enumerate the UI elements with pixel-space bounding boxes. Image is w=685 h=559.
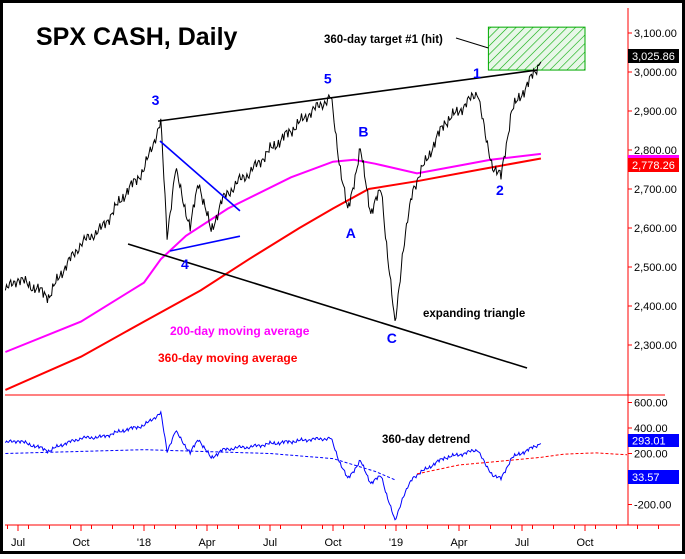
ma200-line [5,152,542,353]
time-tick-label: '19 [389,537,403,549]
time-tick-label: Jul [11,537,25,549]
price-tick-label: 2,700.00 [634,184,677,196]
target-label: 360-day target #1 (hit) [324,34,443,46]
detrend-baseline-future [416,452,628,475]
blue-upper [159,140,241,212]
price-tick-label: 2,800.00 [634,145,677,157]
time-tick-label: '18 [137,537,151,549]
ma200-label: 200-day moving average [170,324,310,338]
wave-label-A: A [346,225,356,241]
price-tick-label: 2,900.00 [634,106,677,118]
time-tick-label: Apr [198,537,215,549]
target-box [487,26,586,71]
detrend-tick-label: 600.00 [634,398,668,410]
wave-label-2: 2 [496,182,504,198]
price-tick-label: 2,300.00 [634,340,677,352]
price-line [4,61,542,321]
detrend-tick-label: -200.00 [634,500,671,512]
upper-trendline [157,69,538,122]
ma360-last-badge [628,158,679,172]
target-pointer [455,37,489,49]
detrend-baseline-past [5,449,397,481]
detrend-tick-label: 200.00 [634,449,668,461]
blue-lower [169,235,241,252]
chart-title: SPX CASH, Daily [36,23,238,51]
time-tick-label: Oct [576,537,593,549]
wave-label-3: 3 [152,92,160,108]
wave-label-C: C [387,330,397,346]
detrend-last-badge [628,434,679,447]
time-tick-label: Oct [72,537,89,549]
price-tick-label: 2,600.00 [634,223,677,235]
time-tick-label: Jul [263,537,277,549]
price-tick-label: 2,400.00 [634,301,677,313]
baseline-last-badge [628,470,679,484]
time-tick-label: Oct [324,537,341,549]
detrend-label: 360-day detrend [382,434,470,446]
time-tick-label: Apr [450,537,467,549]
ma360-label: 360-day moving average [158,351,298,365]
price-last-badge [628,49,679,63]
detrend-tick-label: 400.00 [634,423,668,435]
expanding-triangle-label: expanding triangle [423,308,525,320]
wave-label-1: 1 [473,65,481,81]
wave-label-4: 4 [181,256,189,272]
price-tick-label: 3,100.00 [634,28,677,40]
price-tick-label: 2,500.00 [634,262,677,274]
price-last-value: 3,025.86 [632,51,675,63]
baseline-last-value: 33.57 [632,472,660,484]
lower-trendline [127,243,528,369]
wave-label-5: 5 [324,71,332,87]
time-tick-label: Jul [515,537,529,549]
price-tick-label: 3,000.00 [634,67,677,79]
ma360-line [4,157,542,391]
ma360-last-value: 2,778.26 [632,160,675,172]
detrend-line [4,410,542,521]
wave-label-B: B [358,123,368,139]
ma200-badge [628,155,679,158]
detrend-last-value: 293.01 [632,436,666,448]
